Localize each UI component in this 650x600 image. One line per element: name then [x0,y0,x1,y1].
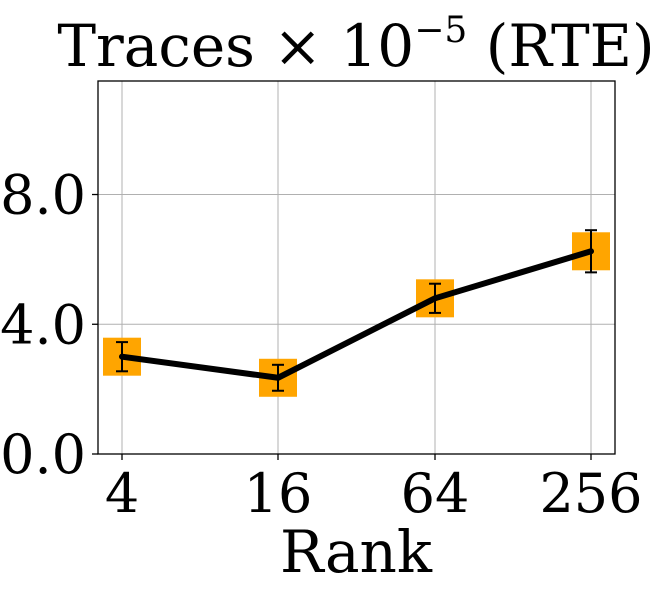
chart-title: Traces × 10−5 (RTE) [57,10,650,80]
error-bar [429,282,441,314]
chart-title-suffix: (RTE) [467,12,650,80]
x-tick-label: 4 [105,462,139,525]
y-tick-label: 0.0 [0,423,86,486]
error-bar [272,363,284,392]
series-line [119,248,594,381]
y-axis: 0.0 4.0 8.0 [0,164,98,486]
y-tick-label: 4.0 [0,293,86,356]
error-bar [116,341,128,373]
x-axis: 4 16 64 256 [105,454,643,525]
x-tick-label: 256 [539,462,642,525]
error-bar [585,229,597,274]
x-axis-label: Rank [280,518,433,586]
series-group [103,229,610,397]
plot-frame [97,80,616,455]
x-tick-label: 64 [401,462,470,525]
chart-title-main: Traces × 10 [57,12,414,80]
y-tick-label: 8.0 [0,164,86,227]
x-tick-label: 16 [244,462,313,525]
chart-title-exponent: −5 [414,10,467,51]
